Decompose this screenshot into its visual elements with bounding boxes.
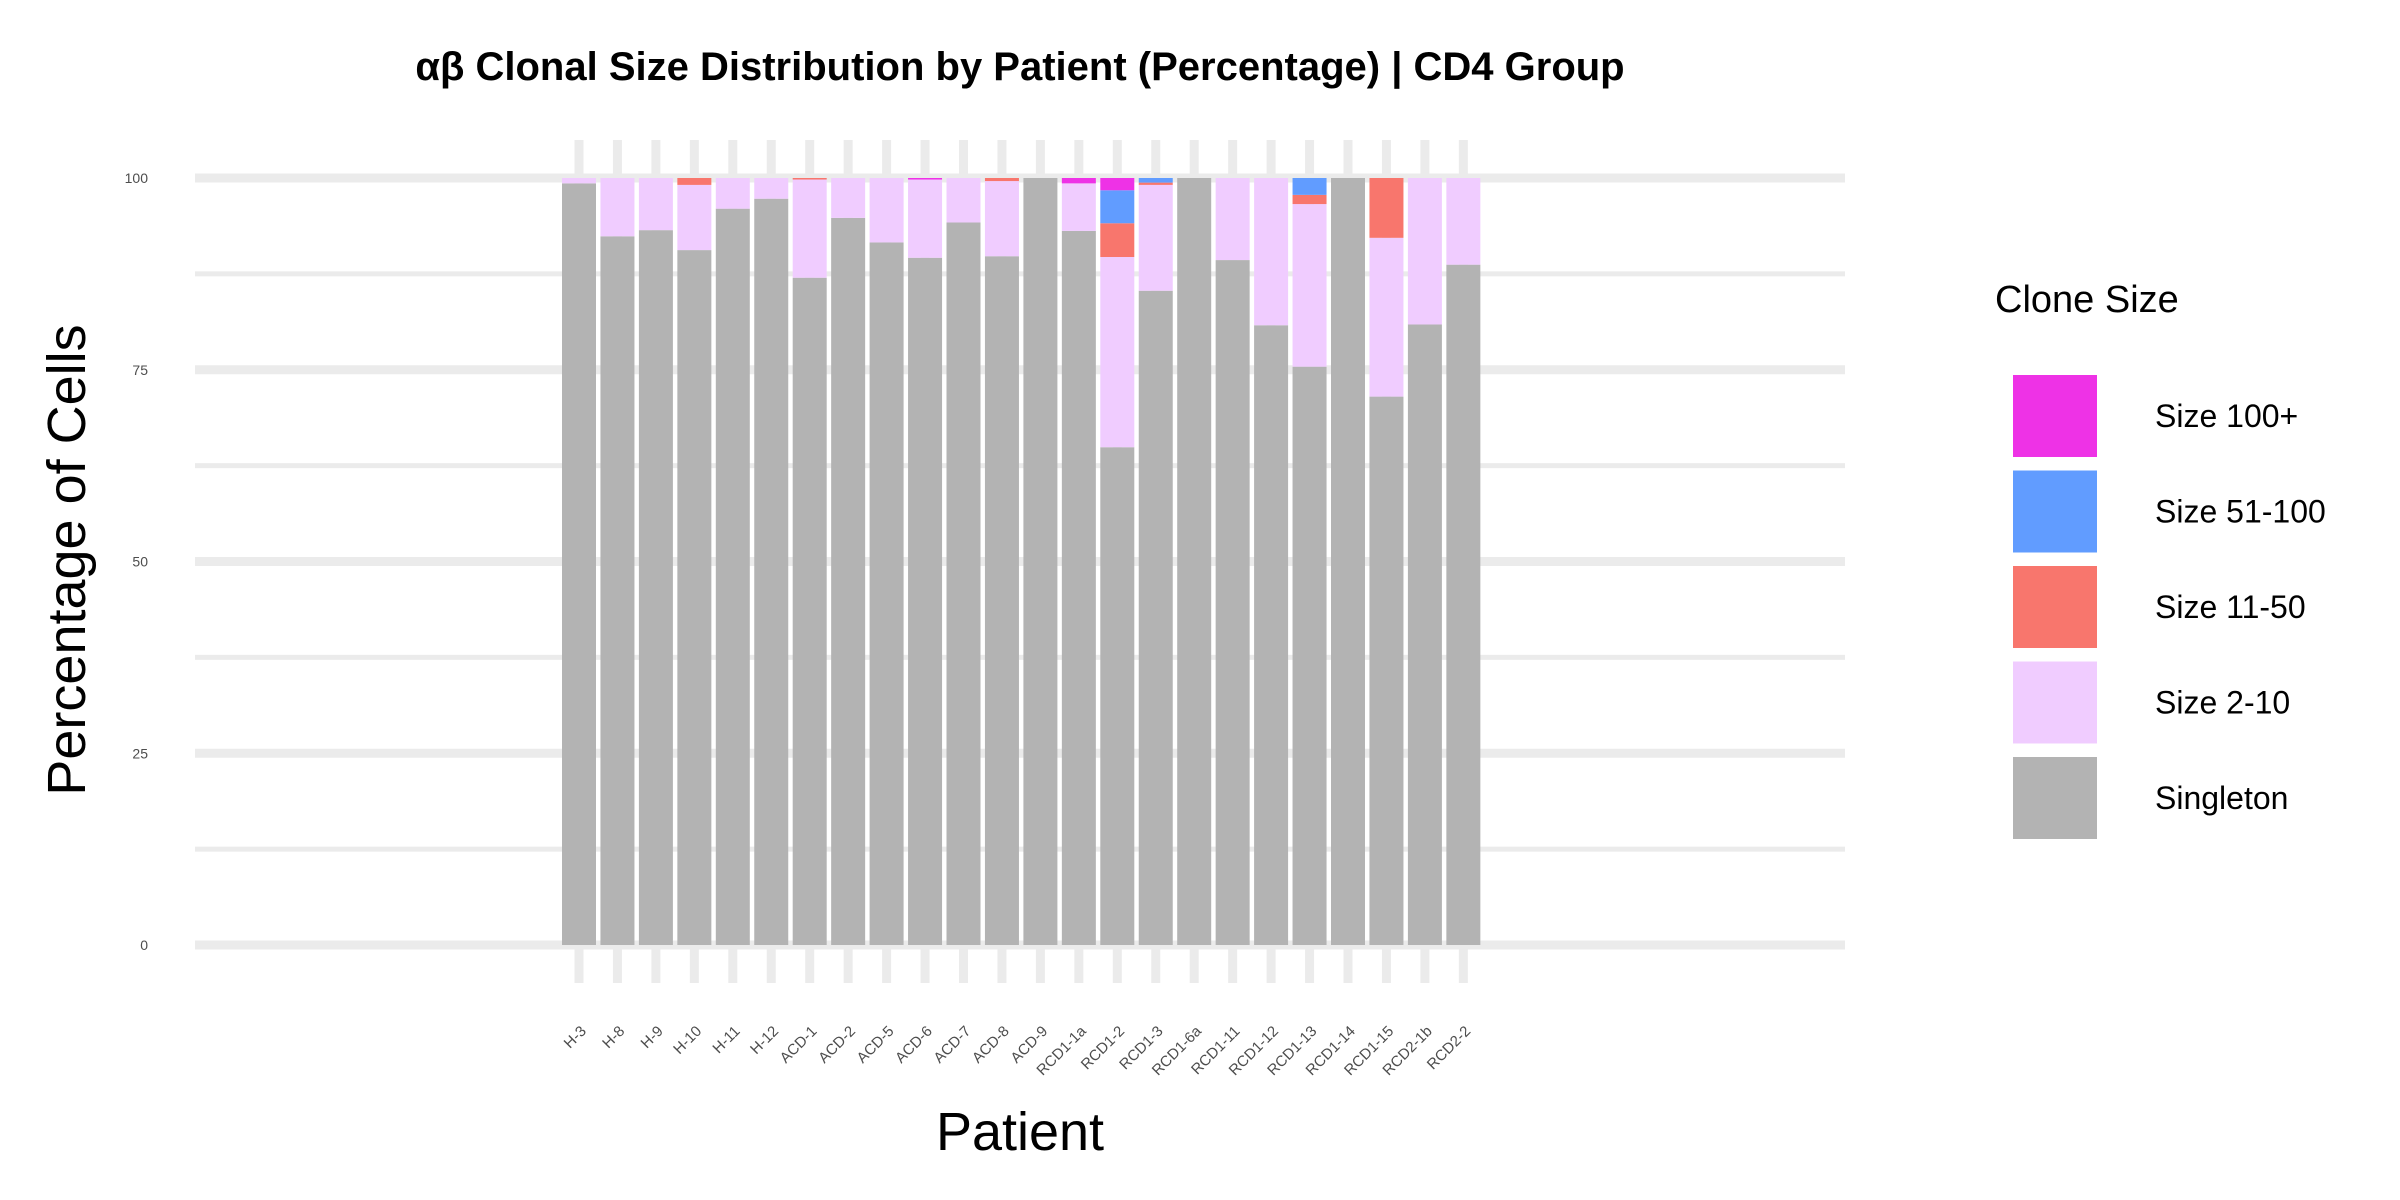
bar-segment xyxy=(638,230,673,945)
x-axis-title: Patient xyxy=(936,1102,1104,1162)
bar-segment xyxy=(1138,290,1173,945)
bar-segment xyxy=(1254,325,1289,945)
legend-swatch xyxy=(2013,661,2097,744)
bars xyxy=(562,178,1481,946)
bar-segment xyxy=(984,256,1019,945)
bar-segment xyxy=(1369,178,1404,238)
bar-segment xyxy=(677,250,712,945)
bar-segment xyxy=(1215,260,1250,946)
bar-segment xyxy=(1061,230,1096,946)
bar-segment xyxy=(1407,324,1442,945)
legend-swatch xyxy=(2013,757,2097,839)
legend: Clone Size Size 100+ Size 51-100 Size 11-5… xyxy=(1995,279,2326,839)
bar-segment xyxy=(1369,237,1404,397)
bar-segment xyxy=(792,179,827,278)
bar-segment xyxy=(1100,190,1135,224)
x-tick-label: ACD-5 xyxy=(854,1023,898,1067)
bar-segment xyxy=(792,178,827,180)
legend-label: Size 11-50 xyxy=(2155,589,2306,625)
bar-segment xyxy=(831,217,866,945)
bar-segment xyxy=(600,178,635,237)
x-tick-label: ACD-1 xyxy=(777,1023,821,1067)
bar-segment xyxy=(1331,178,1365,945)
bar-segment xyxy=(1100,257,1135,448)
y-axis-title: Percentage of Cells xyxy=(37,324,97,795)
x-axis-ticks: H-3 H-8 H-9 H-10 H-11 H-12ACD-1ACD-2ACD-5ACD-… xyxy=(561,1022,1474,1079)
bar-segment xyxy=(562,178,596,184)
y-tick-label: 25 xyxy=(132,745,148,761)
bar-segment xyxy=(1215,178,1250,261)
legend-label: Size 2-10 xyxy=(2155,685,2290,721)
bar-segment xyxy=(1100,223,1135,258)
x-tick-label: ACD-8 xyxy=(969,1023,1013,1067)
x-tick-label: H-11 xyxy=(709,1023,743,1057)
bar-segment xyxy=(638,178,673,231)
bar-segment xyxy=(1177,178,1212,945)
bar-segment xyxy=(600,236,635,946)
bar-segment xyxy=(1292,204,1327,367)
bar-segment xyxy=(1292,178,1327,195)
bar-segment xyxy=(715,178,750,209)
bar-segment xyxy=(1254,178,1289,326)
bar-segment xyxy=(754,178,789,199)
legend-label: Size 100+ xyxy=(2155,398,2298,434)
x-tick-label: RCD2-2 xyxy=(1424,1023,1474,1073)
x-tick-label: H-8 xyxy=(599,1023,628,1052)
x-tick-label: ACD-2 xyxy=(815,1023,859,1067)
bar-segment xyxy=(946,178,981,223)
bar-segment xyxy=(677,178,712,185)
bar-segment xyxy=(1446,264,1481,945)
bar-segment xyxy=(562,183,596,945)
legend-swatch xyxy=(2013,566,2097,648)
bar-segment xyxy=(1138,182,1173,185)
chart-title: αβ Clonal Size Distribution by Patient (… xyxy=(415,45,1624,89)
bar-segment xyxy=(1061,178,1096,184)
bar-segment xyxy=(1061,183,1096,231)
bar-segment xyxy=(1407,178,1442,325)
bar-segment xyxy=(869,178,904,243)
bar-segment xyxy=(754,198,789,946)
bar-segment xyxy=(984,181,1019,257)
bar-segment xyxy=(715,208,750,945)
bar-segment xyxy=(792,277,827,946)
bar-segment xyxy=(677,184,712,251)
bar-segment xyxy=(1292,194,1327,205)
bar-segment xyxy=(1138,178,1173,183)
legend-label: Size 51-100 xyxy=(2155,494,2326,530)
bar-segment xyxy=(984,178,1019,182)
bar-segment xyxy=(1100,178,1135,191)
x-tick-label: ACD-6 xyxy=(892,1023,936,1067)
x-tick-label: H-3 xyxy=(561,1023,590,1052)
bar-segment xyxy=(1138,184,1173,291)
legend-swatch xyxy=(2013,470,2097,553)
bar-segment xyxy=(1100,447,1135,945)
x-tick-label: ACD-7 xyxy=(930,1023,974,1067)
legend-title: Clone Size xyxy=(1995,279,2179,321)
bar-segment xyxy=(1369,396,1404,946)
grid-lines xyxy=(195,140,1845,983)
bar-segment xyxy=(908,257,943,945)
bar-segment xyxy=(869,242,904,946)
y-tick-label: 50 xyxy=(132,554,148,570)
x-tick-label: H-12 xyxy=(747,1023,782,1058)
bar-segment xyxy=(908,179,943,258)
y-tick-label: 100 xyxy=(125,170,149,186)
bar-segment xyxy=(1292,366,1327,945)
legend-items: Size 100+ Size 51-100 Size 11-50 Size 2-10 S… xyxy=(2013,375,2326,839)
bar-segment xyxy=(831,178,866,218)
legend-swatch xyxy=(2013,375,2097,457)
bar-segment xyxy=(1446,178,1481,265)
x-tick-label: H-9 xyxy=(638,1023,667,1052)
bar-segment xyxy=(908,178,943,180)
y-tick-label: 75 xyxy=(132,362,148,378)
legend-label: Singleton xyxy=(2155,780,2288,816)
x-tick-label: H-10 xyxy=(670,1023,705,1058)
y-tick-label: 0 xyxy=(140,937,148,953)
bar-segment xyxy=(1023,178,1058,945)
y-axis-ticks: 0 25 50 75 100 xyxy=(125,170,149,953)
bar-segment xyxy=(946,222,981,946)
